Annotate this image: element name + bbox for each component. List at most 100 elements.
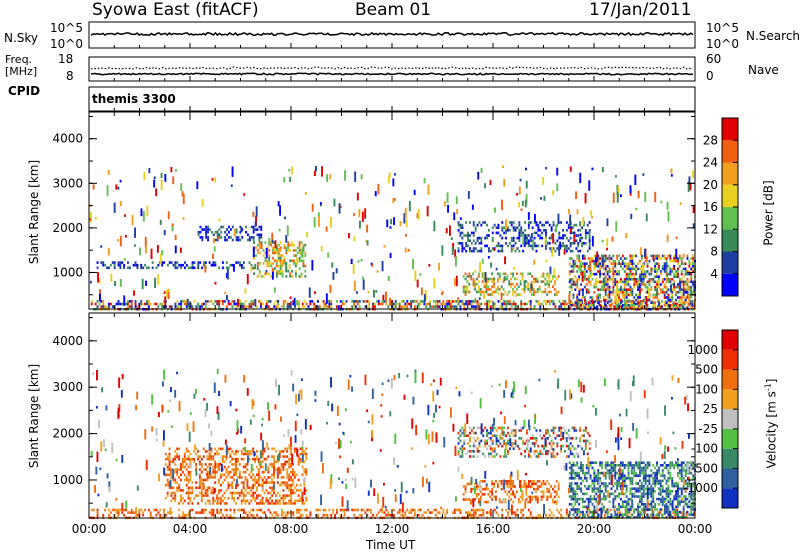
- echo-cell: [524, 199, 527, 208]
- echo-cell: [408, 511, 411, 514]
- echo-cell: [508, 300, 511, 303]
- echo-cell: [616, 254, 619, 258]
- echo-cell: [635, 265, 638, 268]
- echo-cell: [102, 513, 105, 517]
- echo-cell: [292, 473, 294, 477]
- echo-cell: [602, 272, 605, 276]
- echo-cell: [503, 439, 506, 443]
- echo-cell: [480, 239, 483, 242]
- echo-cell: [305, 473, 308, 477]
- echo-cell: [189, 476, 192, 479]
- echo-cell: [199, 473, 201, 477]
- echo-cell: [667, 304, 670, 307]
- echo-cell: [618, 482, 620, 485]
- echo-cell: [178, 486, 180, 490]
- echo-cell: [290, 463, 292, 466]
- echo-cell: [491, 236, 494, 240]
- echo-cell: [633, 275, 636, 278]
- y-tick-label: 1000: [52, 265, 83, 279]
- echo-cell: [652, 257, 655, 260]
- echo-cell: [529, 485, 532, 488]
- echo-cell: [298, 267, 301, 270]
- echo-cell: [679, 202, 682, 205]
- echo-cell: [295, 499, 298, 503]
- echo-cell: [527, 500, 530, 504]
- echo-cell: [214, 263, 217, 267]
- echo-cell: [530, 283, 533, 289]
- echo-cell: [286, 460, 289, 464]
- echo-cell: [537, 234, 540, 237]
- echo-cell: [284, 502, 287, 505]
- echo-cell: [293, 499, 296, 503]
- echo-cell: [580, 272, 582, 276]
- echo-cell: [197, 450, 199, 453]
- echo-cell: [280, 476, 283, 479]
- echo-cell: [639, 293, 641, 297]
- echo-cell: [259, 499, 262, 503]
- echo-cell: [286, 470, 289, 474]
- echo-cell: [221, 473, 224, 477]
- echo-cell: [686, 283, 689, 286]
- echo-cell: [256, 481, 258, 484]
- echo-cell: [583, 429, 585, 432]
- echo-cell: [178, 447, 180, 451]
- echo-cell: [285, 275, 288, 278]
- echo-cell: [256, 267, 259, 270]
- echo-cell: [291, 166, 293, 175]
- echo-cell: [451, 247, 454, 255]
- echo-cell: [601, 167, 604, 173]
- echo-cell: [299, 499, 302, 503]
- echo-cell: [447, 204, 449, 213]
- echo-cell: [606, 296, 609, 299]
- echo-cell: [582, 296, 584, 299]
- echo-cell: [436, 305, 439, 308]
- echo-cell: [589, 257, 592, 260]
- echo-cell: [299, 457, 302, 461]
- echo-cell: [233, 499, 236, 503]
- echo-cell: [593, 497, 596, 501]
- echo-cell: [166, 494, 169, 497]
- echo-cell: [623, 278, 626, 281]
- echo-cell: [631, 288, 634, 291]
- echo-cell: [102, 305, 105, 308]
- echo-cell: [606, 508, 609, 511]
- echo-cell: [291, 269, 293, 273]
- echo-cell: [278, 499, 281, 503]
- echo-cell: [466, 482, 469, 486]
- echo-cell: [571, 231, 574, 235]
- echo-cell: [297, 460, 300, 464]
- echo-cell: [665, 288, 668, 291]
- echo-cell: [159, 508, 162, 512]
- echo-cell: [174, 496, 177, 500]
- echo-cell: [467, 231, 469, 235]
- echo-cell: [383, 245, 386, 248]
- echo-cell: [379, 302, 382, 306]
- echo-cell: [364, 511, 367, 514]
- echo-cell: [476, 305, 479, 308]
- echo-cell: [292, 468, 294, 471]
- echo-cell: [673, 254, 676, 258]
- echo-cell: [108, 305, 110, 308]
- echo-cell: [501, 226, 504, 229]
- echo-cell: [233, 300, 236, 303]
- echo-cell: [377, 511, 380, 514]
- echo-cell: [235, 261, 238, 264]
- echo-cell: [262, 275, 265, 278]
- echo-cell: [176, 486, 179, 490]
- echo-cell: [582, 469, 584, 472]
- echo-cell: [250, 470, 253, 474]
- echo-cell: [200, 491, 203, 495]
- echo-cell: [599, 296, 601, 299]
- echo-cell: [621, 503, 624, 506]
- echo-cell: [297, 489, 300, 492]
- echo-cell: [648, 287, 650, 299]
- echo-cell: [476, 485, 478, 488]
- echo-cell: [276, 481, 279, 484]
- echo-cell: [541, 236, 544, 240]
- echo-cell: [307, 305, 310, 308]
- echo-cell: [680, 301, 683, 304]
- echo-cell: [227, 300, 230, 303]
- echo-cell: [491, 434, 494, 437]
- echo-cell: [585, 505, 588, 509]
- echo-cell: [90, 302, 93, 306]
